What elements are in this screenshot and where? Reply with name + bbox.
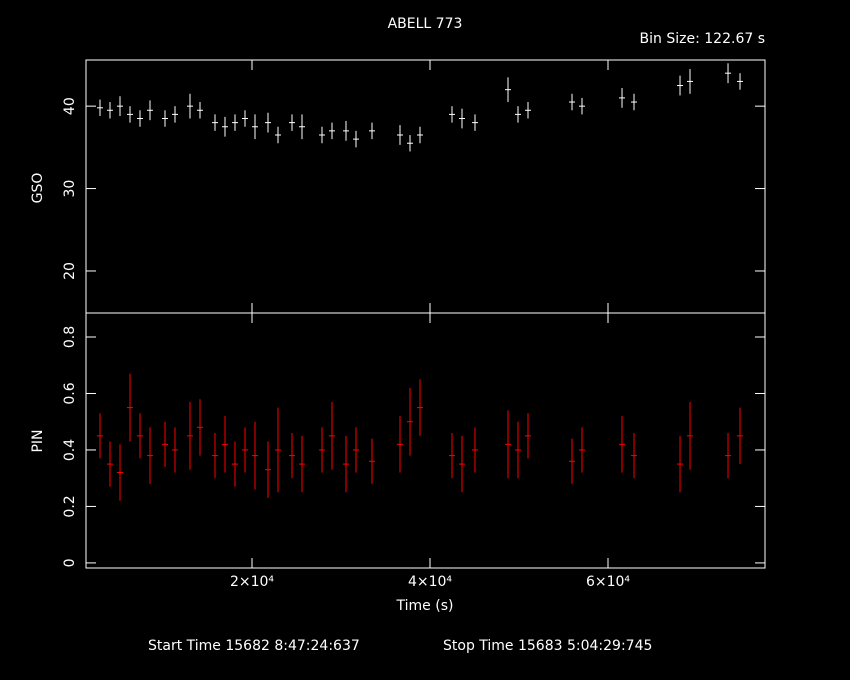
y-tick-label: 30 [62, 180, 78, 198]
panel-frame [85, 312, 766, 569]
x-tick-label: 6×10⁴ [586, 574, 630, 590]
y-tick-label: 20 [62, 262, 78, 280]
y-tick-label: 0.8 [62, 326, 78, 348]
y-tick-label: 0.4 [62, 439, 78, 461]
x-tick-label: 4×10⁴ [408, 574, 452, 590]
x-axis-label: Time (s) [396, 598, 454, 614]
y-tick-label: 40 [62, 97, 78, 115]
y-tick-label: 0.2 [62, 495, 78, 517]
stop-time: Stop Time 15683 5:04:29:745 [443, 638, 652, 654]
y-tick-label: 0.6 [62, 382, 78, 404]
y-tick-label: 0 [62, 558, 78, 567]
bin-size: Bin Size: 122.67 s [640, 31, 765, 47]
y-axis-label: GSO [30, 173, 46, 204]
y-axis-label: PIN [30, 429, 46, 452]
chart-title: ABELL 773 [388, 16, 463, 32]
x-tick-label: 2×10⁴ [230, 574, 274, 590]
start-time: Start Time 15682 8:47:24:637 [148, 638, 360, 654]
